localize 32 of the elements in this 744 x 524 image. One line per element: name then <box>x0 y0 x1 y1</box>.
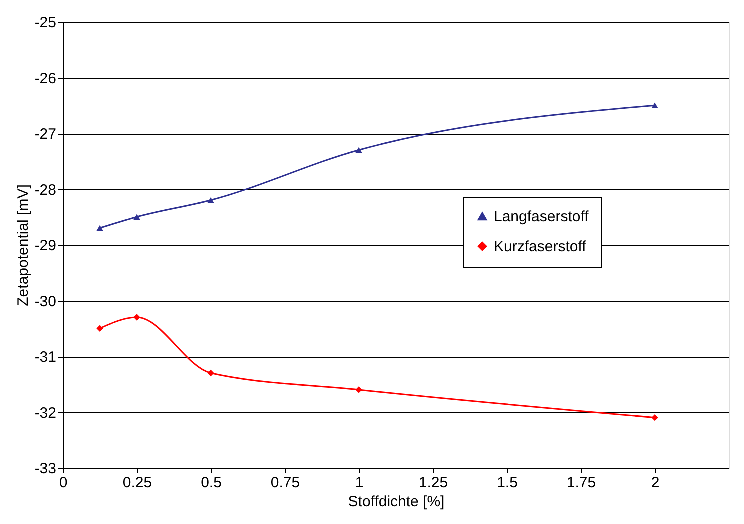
y-tick-label: -30 <box>34 293 56 310</box>
x-tick-label: 0.25 <box>122 474 152 492</box>
x-tick-label: 2 <box>651 474 660 492</box>
x-axis-title: Stoffdichte [%] <box>348 494 445 510</box>
y-tick-label: -27 <box>34 126 56 143</box>
x-tick-label: 1 <box>355 474 364 492</box>
legend-label: Langfaserstoff <box>494 208 590 226</box>
point <box>208 197 214 204</box>
point <box>134 214 140 220</box>
x-tick-label: 0 <box>59 474 68 492</box>
legend-label: Kurzfaserstoff <box>494 238 588 256</box>
x-tick-label: 0.5 <box>201 474 222 492</box>
point <box>208 370 214 377</box>
point <box>652 102 658 109</box>
point <box>652 414 658 422</box>
point <box>356 386 362 394</box>
y-tick-label: -29 <box>34 238 56 254</box>
y-tick-label: -25 <box>34 14 56 32</box>
point <box>134 314 140 321</box>
y-tick-label: -26 <box>34 70 56 88</box>
x-tick-label: 0.75 <box>270 474 300 492</box>
x-tick-label: 1.75 <box>566 474 596 492</box>
y-axis-title: Zetapotential [mV] <box>14 184 32 306</box>
point <box>96 225 104 232</box>
y-tick-label: -32 <box>34 404 56 422</box>
x-tick-label: 1.25 <box>418 474 448 492</box>
x-tick-label: 1.5 <box>497 474 518 492</box>
point <box>356 147 362 154</box>
y-tick-label: -28 <box>34 182 56 199</box>
y-tick-label: -31 <box>34 349 56 366</box>
y-tick-label: -33 <box>34 460 56 478</box>
point <box>96 325 104 332</box>
